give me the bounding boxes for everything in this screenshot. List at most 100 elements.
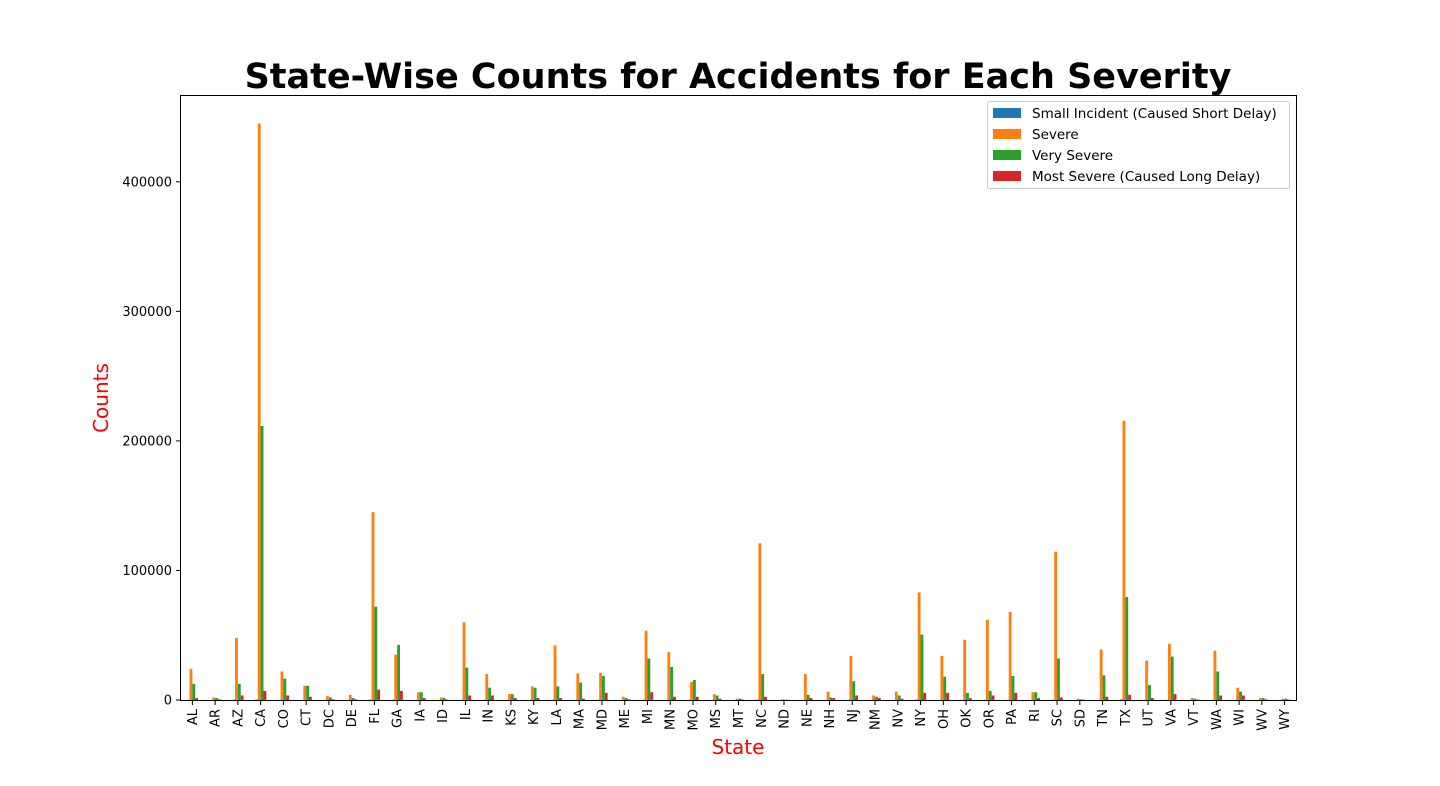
x-tick-label: MN xyxy=(664,709,679,730)
bar-il-series-2 xyxy=(462,622,466,700)
bar-mo-series-3 xyxy=(692,679,696,700)
bar-ri-series-4 xyxy=(1037,698,1040,700)
bar-ga-series-4 xyxy=(400,690,403,700)
bar-wi-series-4 xyxy=(1241,695,1245,700)
bar-sc-series-4 xyxy=(1059,697,1063,700)
bar-de-series-3 xyxy=(351,698,355,700)
x-tick-label: VA xyxy=(1164,709,1179,726)
bar-ky-series-4 xyxy=(536,698,540,700)
bar-ok-series-2 xyxy=(963,639,967,700)
bar-sc-series-2 xyxy=(1054,551,1058,700)
y-tick-label: 0 xyxy=(164,694,172,709)
bar-or-series-2 xyxy=(985,619,989,700)
bar-fl-series-4 xyxy=(377,689,381,700)
legend-items: Small Incident (Caused Short Delay) Sever… xyxy=(993,106,1277,185)
x-tick-label: GA xyxy=(391,709,406,728)
bar-mt-series-3 xyxy=(738,698,742,700)
bar-md-series-3 xyxy=(601,676,605,700)
bar-ut-series-3 xyxy=(1148,685,1151,700)
bar-in-series-3 xyxy=(488,687,492,700)
bar-dc-series-3 xyxy=(328,697,332,700)
bar-ct-series-3 xyxy=(306,685,309,700)
bar-il-series-4 xyxy=(468,695,472,700)
bar-pa-series-2 xyxy=(1008,611,1012,700)
bar-ne-series-3 xyxy=(806,694,810,700)
x-tick-label: AZ xyxy=(231,709,246,727)
x-tick-label: CT xyxy=(300,709,315,726)
bar-al-series-3 xyxy=(192,683,196,700)
bar-al-series-2 xyxy=(189,668,193,700)
bar-ar-series-2 xyxy=(212,697,216,700)
x-tick-label: SD xyxy=(1073,709,1088,727)
bar-or-series-3 xyxy=(988,690,992,700)
bar-sd-series-3 xyxy=(1079,699,1083,700)
x-tick-label: TX xyxy=(1119,709,1134,727)
x-tick-label: IN xyxy=(482,709,497,723)
x-tick-label: VT xyxy=(1187,709,1202,726)
bar-al-series-4 xyxy=(195,698,199,700)
bar-nh-series-2 xyxy=(826,691,830,700)
bar-ky-series-2 xyxy=(530,686,534,700)
bar-la-series-3 xyxy=(556,686,560,700)
x-tick-label: LA xyxy=(550,709,565,726)
bar-ms-series-3 xyxy=(715,695,719,700)
bar-ms-series-2 xyxy=(712,694,716,700)
legend-label: Very Severe xyxy=(1032,148,1113,164)
bar-md-series-4 xyxy=(604,692,608,700)
bar-nv-series-2 xyxy=(894,691,898,700)
x-tick-label: NH xyxy=(823,709,838,729)
bar-co-series-4 xyxy=(286,695,290,700)
x-tick-label: OK xyxy=(960,709,975,728)
x-tick-label: NJ xyxy=(846,709,861,723)
bar-ny-series-4 xyxy=(923,692,927,700)
bar-pa-series-3 xyxy=(1011,676,1015,700)
bar-vt-series-3 xyxy=(1193,698,1197,700)
bar-ca-series-4 xyxy=(263,690,267,700)
bar-il-series-3 xyxy=(465,667,469,700)
bar-nv-series-4 xyxy=(900,698,904,700)
bar-ct-series-4 xyxy=(309,696,312,700)
x-tick-label: MT xyxy=(732,709,747,728)
bar-wv-series-4 xyxy=(1264,699,1268,700)
y-axis: 0 100000 200000 300000 400000 xyxy=(122,175,181,709)
bar-wy-series-3 xyxy=(1284,698,1288,700)
bar-dc-series-4 xyxy=(331,699,335,700)
legend-label: Small Incident (Caused Short Delay) xyxy=(1032,106,1277,122)
bar-ma-series-2 xyxy=(576,673,580,700)
bar-id-series-3 xyxy=(442,698,446,700)
bar-nd-series-2 xyxy=(781,699,785,700)
bar-ms-series-4 xyxy=(718,698,722,700)
legend-swatch xyxy=(993,150,1021,160)
x-tick-label: OR xyxy=(982,709,997,728)
bar-va-series-3 xyxy=(1170,656,1174,700)
x-axis: AL AR AZ CA CO CT DC DE FL GA IA ID IL IN KS KY LA MA MD ME… xyxy=(186,700,1293,731)
bar-tn-series-3 xyxy=(1102,675,1106,700)
x-tick-label: UT xyxy=(1142,709,1157,727)
x-tick-label: ID xyxy=(436,709,451,723)
bar-id-series-2 xyxy=(439,697,443,700)
x-tick-label: WA xyxy=(1210,709,1225,730)
bar-nc-series-2 xyxy=(758,543,762,700)
x-tick-label: DE xyxy=(345,709,360,727)
bar-wi-series-2 xyxy=(1236,687,1240,700)
bar-me-series-3 xyxy=(624,698,628,700)
bar-ar-series-3 xyxy=(215,698,218,700)
bar-oh-series-2 xyxy=(940,655,944,700)
bar-tx-series-4 xyxy=(1128,694,1132,700)
bar-in-series-4 xyxy=(491,695,494,700)
bar-tx-series-2 xyxy=(1122,420,1126,700)
bar-va-series-2 xyxy=(1168,643,1171,700)
bar-fl-series-2 xyxy=(371,512,375,700)
bar-mn-series-2 xyxy=(667,652,671,700)
bar-pa-series-4 xyxy=(1014,692,1018,700)
bar-in-series-2 xyxy=(485,674,489,700)
bar-mo-series-2 xyxy=(690,681,693,700)
bar-az-series-3 xyxy=(237,683,241,700)
bar-wv-series-3 xyxy=(1261,698,1265,700)
bar-ri-series-3 xyxy=(1034,692,1038,700)
bar-mn-series-4 xyxy=(673,696,676,700)
bar-ct-series-2 xyxy=(303,685,307,700)
bar-me-series-2 xyxy=(621,696,625,700)
bar-mn-series-3 xyxy=(670,666,674,700)
